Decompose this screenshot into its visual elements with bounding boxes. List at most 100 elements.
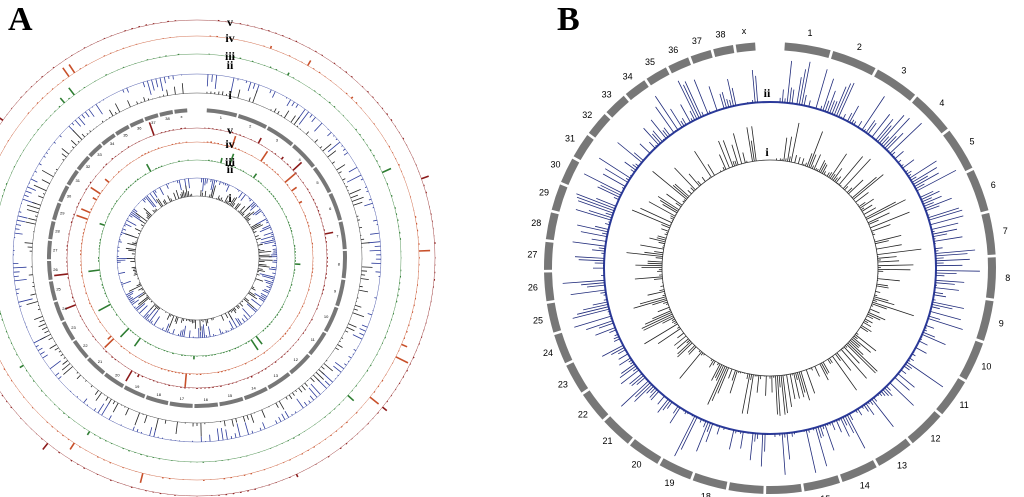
chromosome [874, 69, 916, 101]
chromosome [88, 143, 103, 158]
chromosome-label: 13 [897, 460, 907, 470]
chromosome-label: 23 [71, 325, 76, 330]
chromosome [144, 113, 159, 122]
chromosome [830, 51, 876, 76]
chromosome-label: 4 [939, 98, 944, 108]
track [76, 135, 314, 387]
panel-label: A [8, 1, 33, 38]
track-label: ii [227, 162, 234, 176]
chromosome [588, 114, 611, 138]
chromosome-label: 7 [336, 233, 339, 238]
chromosome [61, 321, 76, 341]
track-base [12, 73, 382, 443]
track-label: iv [225, 137, 234, 151]
chromosome-label: 10 [324, 314, 329, 319]
track [24, 83, 373, 437]
chromosome [875, 438, 911, 466]
chromosome [629, 439, 662, 464]
track-base [134, 195, 260, 321]
chromosome-label: 35 [123, 132, 128, 137]
track [0, 35, 431, 483]
chromosome [312, 166, 332, 194]
chromosome-label: 13 [274, 373, 279, 378]
chromosome [692, 472, 728, 490]
chromosome [237, 113, 268, 129]
track [562, 60, 980, 475]
chromosome [713, 45, 735, 58]
chromosome-label: 1 [807, 28, 812, 38]
track [13, 74, 382, 442]
chromosome [582, 390, 609, 420]
chromosome [728, 482, 764, 494]
chromosome-label: 4 [298, 157, 301, 162]
chromosome [625, 80, 649, 101]
chromosome-label: 2 [857, 42, 862, 52]
chromosome-label: 1 [220, 115, 223, 120]
chromosome-label: 6 [991, 180, 996, 190]
chromosome-label: 18 [157, 392, 162, 397]
chromosome-label: 9 [999, 319, 1004, 329]
chromosome [289, 353, 311, 375]
chromosome [545, 212, 559, 241]
chromosome-label: 6 [329, 206, 332, 211]
track-base [0, 19, 436, 497]
chromosome-label: 27 [527, 250, 537, 260]
chromosome-label: 9 [334, 289, 337, 294]
chromosome-label: 15 [228, 393, 233, 398]
chromosome-label: 14 [251, 385, 256, 390]
chromosome-label: 20 [115, 373, 120, 378]
chromosome [52, 202, 62, 221]
chromosome-label: 23 [558, 380, 568, 390]
track-label: ii [764, 86, 771, 100]
chromosome [206, 108, 238, 118]
chromosome-label: 34 [623, 72, 633, 82]
chromosome-label: 12 [294, 357, 299, 362]
chromosome [959, 340, 984, 380]
chromosome-label: 7 [1003, 226, 1008, 236]
chromosome-label: 24 [543, 348, 553, 358]
chromosome [87, 357, 106, 375]
panel-label: B [557, 1, 580, 38]
chromosome-label: 21 [602, 436, 612, 446]
chromosome-label: 28 [531, 218, 541, 228]
chromosome [159, 110, 174, 117]
chromosome [551, 184, 568, 212]
chromosome [323, 306, 339, 333]
chromosome [606, 95, 629, 118]
chromosome [839, 460, 877, 483]
chromosome [243, 386, 268, 401]
chromosome [981, 212, 996, 256]
chromosome-label: 19 [665, 478, 675, 488]
chromosome [544, 272, 555, 302]
chromosome [690, 49, 713, 64]
chromosome-label: 15 [820, 494, 830, 497]
chromosome-label: 8 [1005, 273, 1010, 283]
chromosome-label: 31 [565, 133, 575, 143]
chromosome [76, 155, 91, 171]
chromosome [604, 416, 633, 444]
chromosome-label: 17 [180, 396, 185, 401]
chromosome [129, 118, 145, 128]
chromosome-label: x [181, 114, 183, 119]
chromosome-label: 5 [970, 137, 975, 147]
chromosome [554, 332, 573, 364]
chromosome-label: 26 [53, 267, 58, 272]
chromosome [267, 372, 291, 390]
track-label: iv [225, 31, 234, 45]
chromosome [338, 221, 347, 250]
track-base [116, 177, 278, 339]
chromosome-label: 3 [901, 66, 906, 76]
chromosome-label: 32 [582, 110, 592, 120]
chromosome [803, 475, 841, 492]
track-base [80, 141, 314, 375]
chromosome [169, 401, 193, 408]
chromosome-label: 16 [204, 397, 209, 402]
chromosome [48, 221, 56, 240]
chromosome-label: 29 [60, 210, 65, 215]
track-label: v [227, 15, 233, 29]
chromosome [907, 411, 941, 444]
chromosome [943, 130, 973, 172]
chromosome [646, 67, 670, 86]
chromosome [546, 302, 562, 333]
